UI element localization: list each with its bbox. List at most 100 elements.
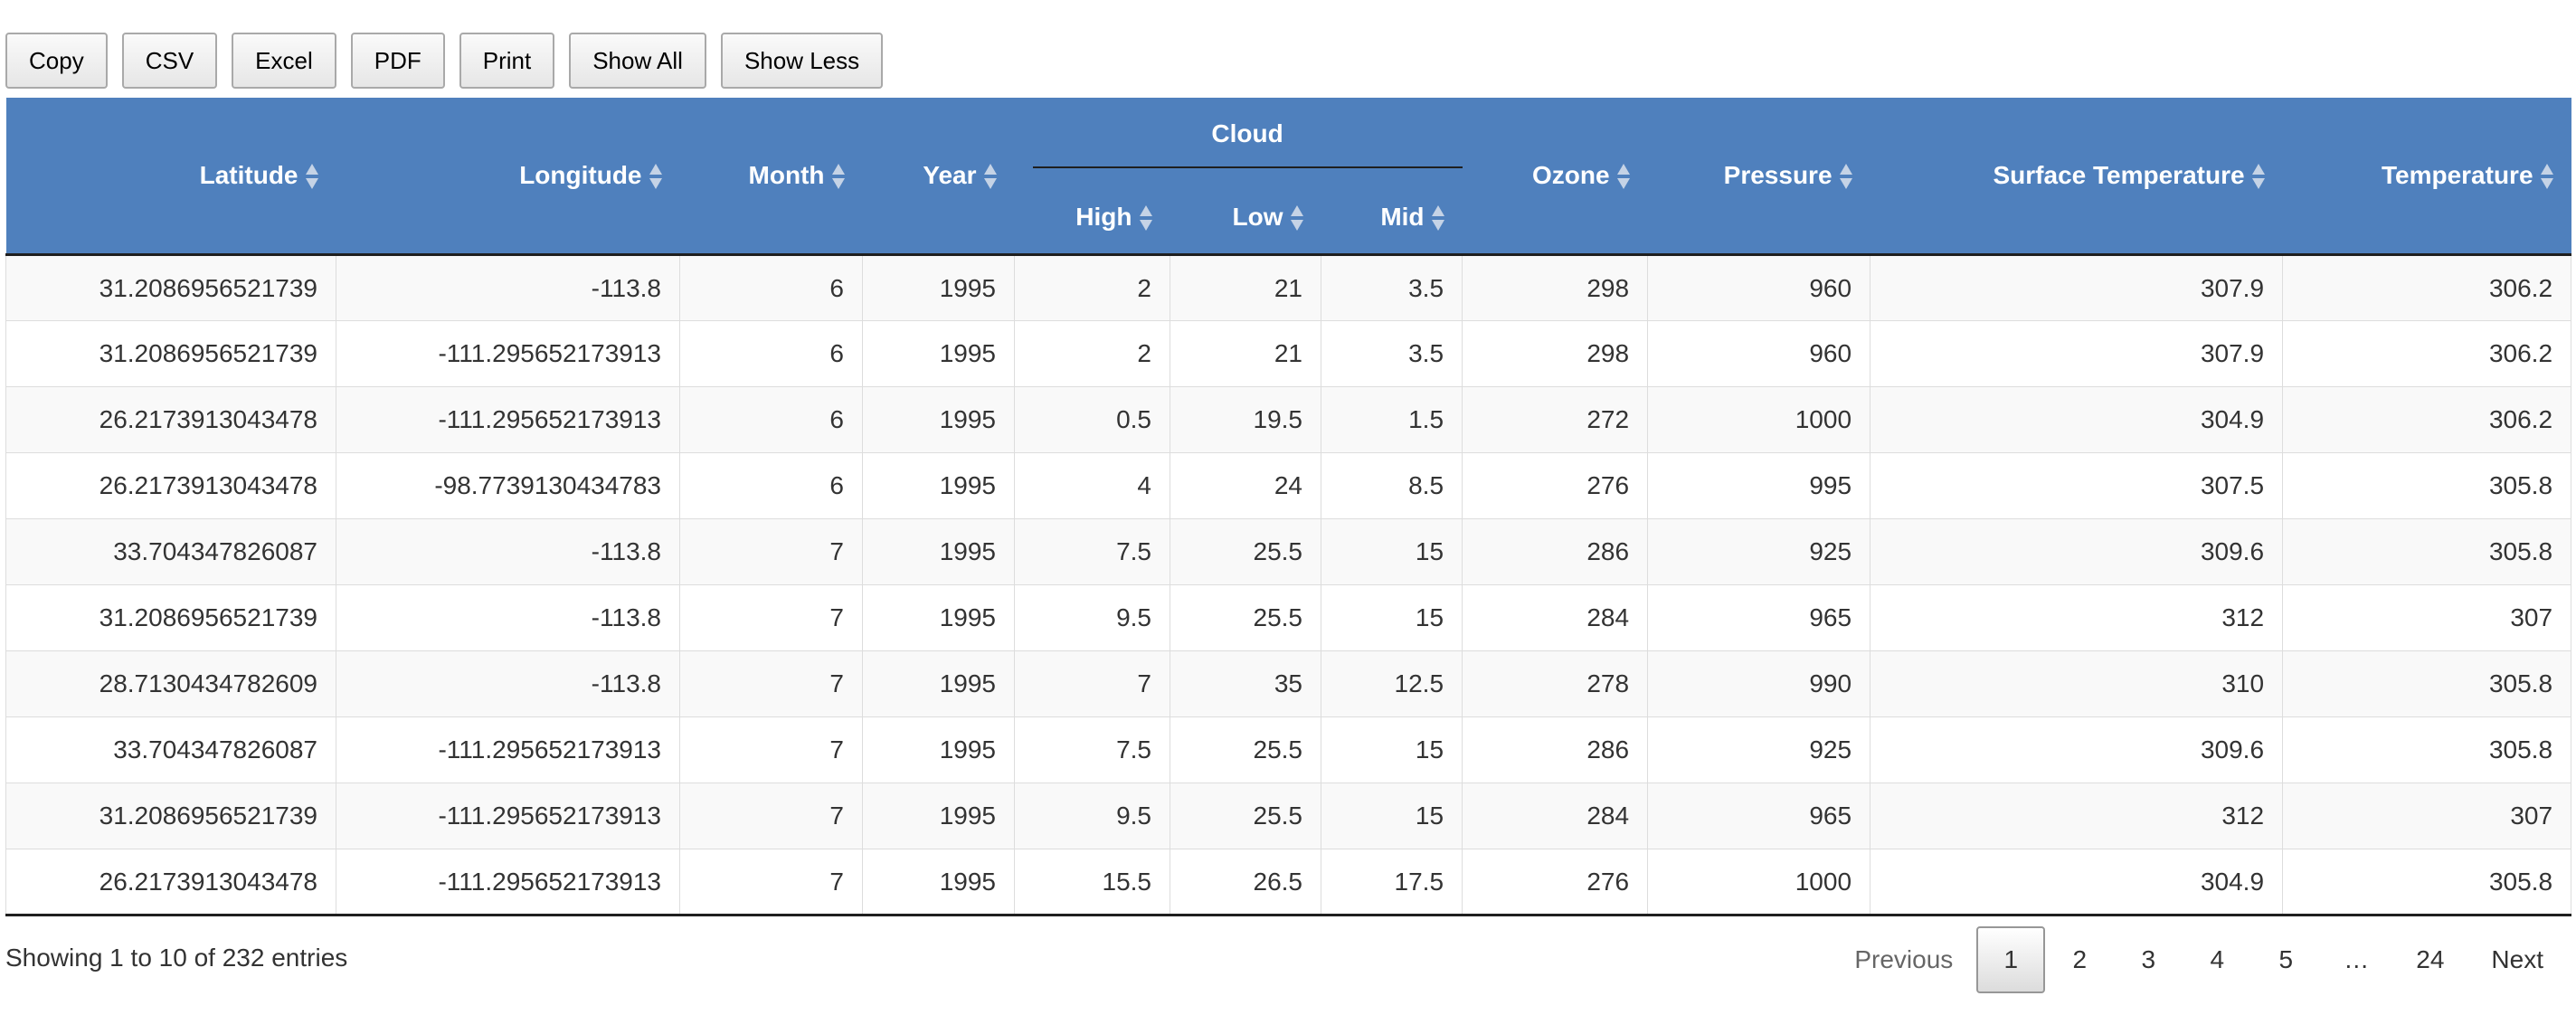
- show-all-button[interactable]: Show All: [569, 33, 706, 89]
- cell-cloud-mid: 15: [1321, 584, 1463, 651]
- cell-latitude: 28.7130434782609: [5, 650, 336, 717]
- cell-pressure: 1000: [1647, 386, 1871, 453]
- cell-latitude: 26.2173913043478: [5, 386, 336, 453]
- col-header-surface-temperature[interactable]: Surface Temperature: [1870, 98, 2283, 255]
- table-row: 26.2173913043478 -111.295652173913 6 1995 0.…: [5, 386, 2572, 453]
- cell-cloud-high: 2: [1014, 320, 1170, 387]
- table-row: 33.704347826087 -111.295652173913 7 1995 7.5…: [5, 716, 2572, 783]
- col-header-label: Year: [923, 160, 977, 189]
- table-header: Latitude Longitude Month Year Cloud Ozon…: [5, 98, 2571, 255]
- col-header-longitude[interactable]: Longitude: [336, 98, 680, 255]
- data-table-container: Latitude Longitude Month Year Cloud Ozon…: [5, 98, 2572, 916]
- cell-month: 6: [679, 254, 863, 321]
- cell-pressure: 960: [1647, 254, 1871, 321]
- sort-icon: [305, 163, 318, 190]
- cell-month: 7: [679, 650, 863, 717]
- cell-temperature: 306.2: [2282, 254, 2572, 321]
- show-less-button[interactable]: Show Less: [720, 33, 884, 89]
- table-body: 31.2086956521739 -113.8 6 1995 2 21 3.5 298 960 3…: [5, 254, 2572, 915]
- col-header-year[interactable]: Year: [862, 98, 1015, 255]
- col-header-label: Ozone: [1531, 160, 1610, 189]
- cell-cloud-low: 19.5: [1170, 386, 1321, 453]
- excel-button[interactable]: Excel: [232, 33, 336, 89]
- cell-cloud-high: 7.5: [1014, 716, 1170, 783]
- cell-surface-temperature: 312: [1870, 783, 2284, 849]
- col-header-cloud-low[interactable]: Low: [1170, 181, 1321, 255]
- col-header-cloud-mid[interactable]: Mid: [1321, 181, 1463, 255]
- col-header-pressure[interactable]: Pressure: [1647, 98, 1870, 255]
- table-row: 33.704347826087 -113.8 7 1995 7.5 25.5 15 286 92…: [5, 518, 2572, 585]
- cell-cloud-mid: 3.5: [1321, 320, 1463, 387]
- col-header-label: Longitude: [519, 160, 642, 189]
- cell-month: 6: [679, 452, 863, 519]
- cell-pressure: 925: [1647, 716, 1871, 783]
- sort-icon: [1431, 204, 1444, 232]
- cell-surface-temperature: 312: [1870, 584, 2284, 651]
- cell-month: 7: [679, 849, 863, 915]
- sort-icon: [1839, 163, 1852, 190]
- col-header-label: Surface Temperature: [1993, 160, 2245, 189]
- col-header-temperature[interactable]: Temperature: [2282, 98, 2571, 255]
- cell-ozone: 286: [1462, 518, 1649, 585]
- col-header-label: Temperature: [2381, 160, 2533, 189]
- cell-cloud-low: 24: [1170, 452, 1321, 519]
- cell-cloud-high: 9.5: [1014, 783, 1170, 849]
- page-button-1[interactable]: 1: [1976, 926, 2046, 993]
- col-header-latitude[interactable]: Latitude: [5, 98, 336, 255]
- cell-year: 1995: [862, 452, 1015, 519]
- table-row: 31.2086956521739 -111.295652173913 6 1995 2 2…: [5, 320, 2572, 387]
- cell-cloud-high: 7.5: [1014, 518, 1170, 585]
- cell-cloud-high: 7: [1014, 650, 1170, 717]
- cell-month: 6: [679, 386, 863, 453]
- cell-ozone: 284: [1462, 584, 1649, 651]
- cell-cloud-mid: 8.5: [1321, 452, 1463, 519]
- table-info: Showing 1 to 10 of 232 entries: [5, 944, 348, 972]
- csv-button[interactable]: CSV: [121, 33, 218, 89]
- cell-latitude: 31.2086956521739: [5, 584, 336, 651]
- cell-cloud-mid: 1.5: [1321, 386, 1463, 453]
- cell-year: 1995: [862, 716, 1015, 783]
- page-button-24[interactable]: 24: [2416, 945, 2445, 973]
- cell-pressure: 925: [1647, 518, 1871, 585]
- table-row: 26.2173913043478 -111.295652173913 7 1995 15…: [5, 849, 2572, 915]
- cell-latitude: 31.2086956521739: [5, 254, 336, 321]
- cell-cloud-low: 25.5: [1170, 518, 1321, 585]
- page-button-5[interactable]: 5: [2278, 945, 2294, 973]
- col-header-month[interactable]: Month: [679, 98, 863, 255]
- cell-year: 1995: [862, 783, 1015, 849]
- cell-year: 1995: [862, 254, 1015, 321]
- sort-icon: [1139, 204, 1152, 232]
- cell-pressure: 965: [1647, 783, 1871, 849]
- cell-surface-temperature: 307.9: [1870, 254, 2284, 321]
- cell-ozone: 298: [1462, 254, 1649, 321]
- page-button-4[interactable]: 4: [2210, 945, 2225, 973]
- cell-cloud-low: 35: [1170, 650, 1321, 717]
- cell-latitude: 26.2173913043478: [5, 849, 336, 915]
- sort-icon: [1616, 163, 1630, 190]
- cell-surface-temperature: 304.9: [1870, 849, 2284, 915]
- cell-month: 7: [679, 518, 863, 585]
- previous-page-button[interactable]: Previous: [1854, 945, 1954, 973]
- sort-icon: [831, 163, 845, 190]
- col-header-ozone[interactable]: Ozone: [1462, 98, 1648, 255]
- table-row: 28.7130434782609 -113.8 7 1995 7 35 12.5 278 990…: [5, 650, 2572, 717]
- sort-icon: [1290, 204, 1303, 232]
- cell-pressure: 965: [1647, 584, 1871, 651]
- cell-longitude: -113.8: [336, 518, 680, 585]
- col-header-label: Latitude: [199, 160, 298, 189]
- print-button[interactable]: Print: [459, 33, 555, 89]
- page-button-3[interactable]: 3: [2141, 945, 2156, 973]
- cell-cloud-low: 26.5: [1170, 849, 1321, 915]
- page-button-2[interactable]: 2: [2072, 945, 2088, 973]
- col-header-cloud-high[interactable]: High: [1014, 181, 1170, 255]
- copy-button[interactable]: Copy: [5, 33, 108, 89]
- cell-surface-temperature: 310: [1870, 650, 2284, 717]
- cell-year: 1995: [862, 386, 1015, 453]
- pagination: Previous 1 2 3 4 5 … 24 Next: [1831, 926, 2567, 993]
- cell-surface-temperature: 307.9: [1870, 320, 2284, 387]
- cell-longitude: -111.295652173913: [336, 386, 680, 453]
- next-page-button[interactable]: Next: [2491, 945, 2543, 973]
- pdf-button[interactable]: PDF: [350, 33, 445, 89]
- cell-temperature: 305.8: [2282, 716, 2572, 783]
- cell-temperature: 307: [2282, 783, 2572, 849]
